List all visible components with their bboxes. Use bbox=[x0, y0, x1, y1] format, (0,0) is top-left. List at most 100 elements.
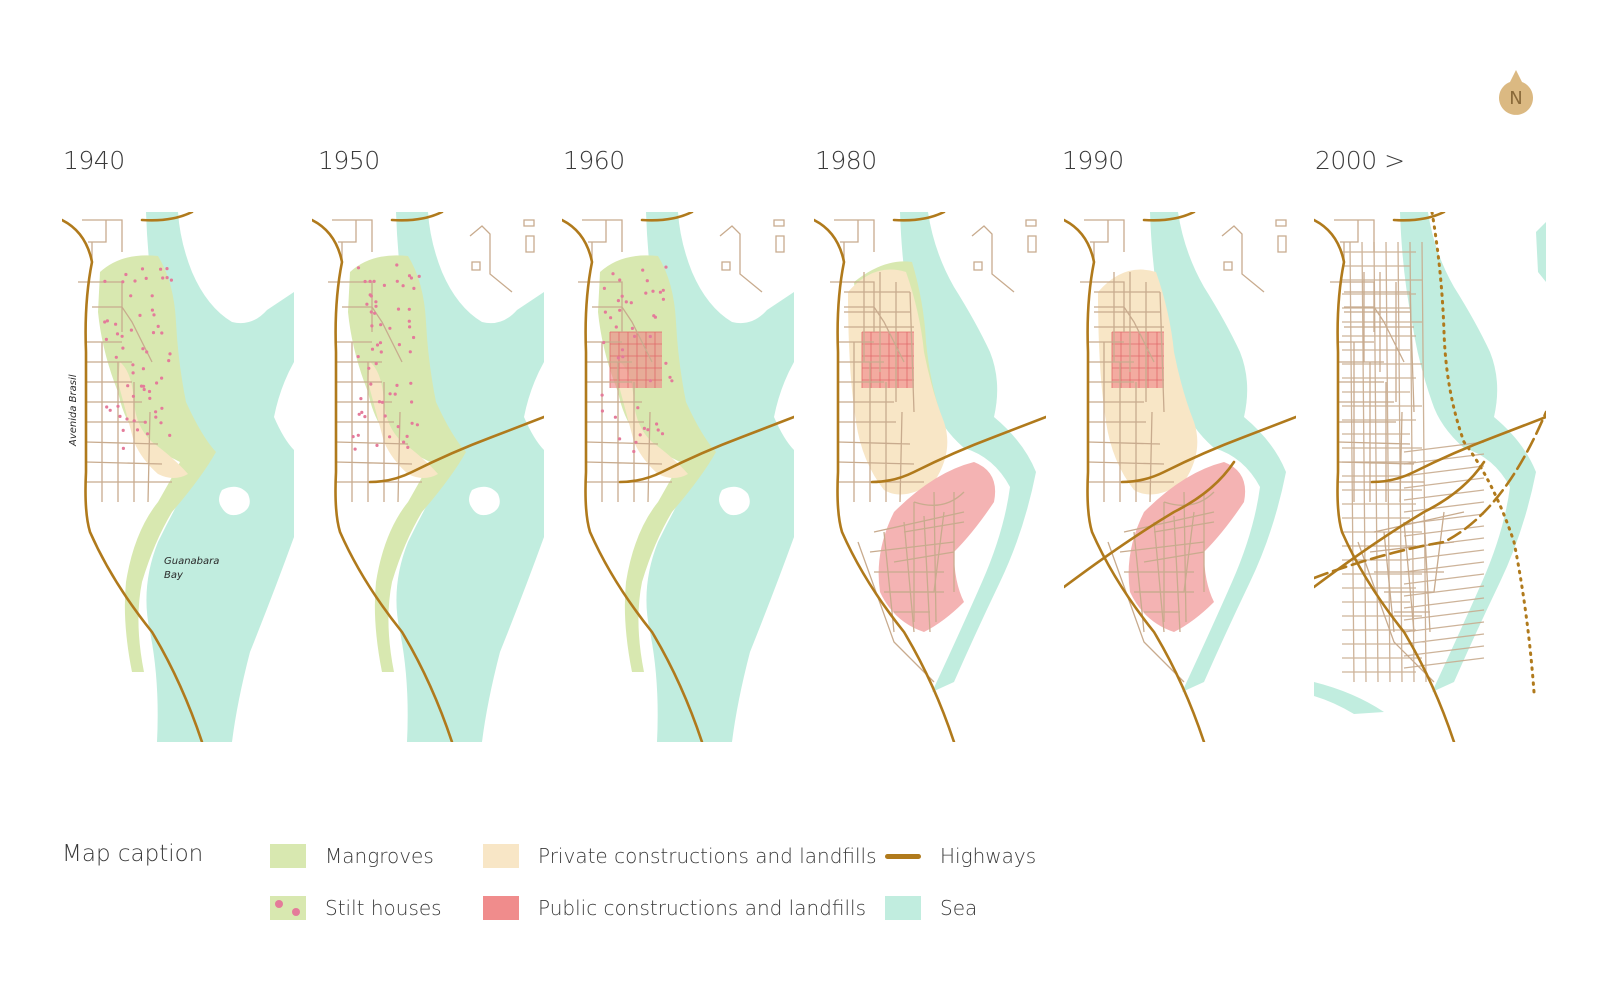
stilt-house bbox=[145, 432, 150, 436]
private-swatch bbox=[483, 844, 519, 868]
stilt-house bbox=[656, 428, 660, 432]
island bbox=[719, 486, 750, 516]
highway bbox=[1392, 212, 1446, 222]
stilt-house bbox=[103, 320, 107, 324]
stilt-house bbox=[103, 279, 107, 283]
stilt-house bbox=[143, 420, 147, 424]
stilt-house bbox=[408, 350, 412, 354]
stilt-house bbox=[616, 299, 620, 303]
street-network bbox=[719, 219, 785, 293]
street-network bbox=[1342, 241, 1485, 683]
stilt-house bbox=[395, 383, 399, 387]
stilt-house bbox=[139, 384, 144, 388]
map-panel-1990 bbox=[1064, 212, 1296, 742]
stilt-house bbox=[633, 334, 637, 338]
legend-item-stilt-houses: Stilt houses bbox=[270, 893, 442, 923]
highway bbox=[1430, 212, 1536, 694]
legend-label: Sea bbox=[940, 896, 978, 920]
stilt-house bbox=[168, 433, 172, 437]
stilt-house bbox=[395, 279, 399, 283]
highway bbox=[1142, 212, 1196, 222]
stilt-house bbox=[353, 447, 357, 451]
stilt-house bbox=[145, 350, 149, 354]
sea-area bbox=[146, 212, 294, 742]
year-title: 1960 bbox=[563, 146, 625, 175]
stilt-house bbox=[632, 449, 636, 454]
legend-label: Private constructions and landfills bbox=[538, 844, 877, 868]
stilt-house bbox=[131, 363, 135, 367]
stilt-house bbox=[396, 425, 400, 429]
legend-item-highways: Highways bbox=[885, 841, 1036, 871]
stilt-house bbox=[388, 326, 392, 330]
street-network bbox=[1357, 511, 1465, 683]
sea-area bbox=[646, 212, 794, 742]
public-construction-area bbox=[878, 462, 996, 632]
stilt-house bbox=[393, 392, 397, 396]
legend-label: Mangroves bbox=[325, 844, 434, 868]
highway bbox=[814, 218, 956, 742]
stilt-house bbox=[372, 279, 376, 283]
stilt-houses bbox=[600, 265, 674, 454]
public-housing-block bbox=[861, 331, 914, 388]
stilt-house bbox=[614, 325, 618, 329]
stilt-house bbox=[641, 268, 645, 272]
street-network bbox=[1107, 511, 1215, 683]
stilt-house bbox=[121, 428, 125, 432]
mangroves-swatch bbox=[270, 844, 306, 868]
stilt-house bbox=[357, 412, 361, 416]
highway bbox=[618, 415, 794, 484]
private-construction-area bbox=[368, 362, 438, 478]
stilt-house bbox=[648, 334, 652, 339]
stilt-house bbox=[374, 300, 378, 304]
street-network bbox=[1221, 219, 1287, 293]
highway bbox=[1120, 415, 1296, 484]
stilt-house bbox=[356, 433, 360, 437]
stilt-house bbox=[131, 371, 135, 375]
stilt-house bbox=[114, 355, 118, 359]
stilt-house bbox=[646, 428, 650, 432]
stilt-house bbox=[161, 276, 165, 280]
stilt-house bbox=[648, 379, 652, 383]
stilt-houses-swatch bbox=[270, 896, 306, 920]
stilt-house bbox=[120, 334, 124, 338]
public-swatch bbox=[483, 896, 519, 920]
stilt-house bbox=[668, 375, 672, 379]
north-label: N bbox=[1509, 88, 1522, 109]
stilt-house bbox=[118, 414, 122, 418]
stilt-house bbox=[121, 446, 125, 450]
avenue-label: Avenida Brasil bbox=[68, 374, 79, 447]
stilt-house bbox=[363, 415, 367, 419]
map-panel-1950 bbox=[312, 212, 544, 742]
island bbox=[219, 486, 250, 516]
north-arrow-icon: N bbox=[1499, 70, 1533, 115]
stilt-house bbox=[129, 328, 133, 332]
stilt-house bbox=[135, 428, 140, 432]
stilt-house bbox=[165, 267, 169, 271]
stilt-house bbox=[148, 396, 152, 400]
highway bbox=[368, 415, 544, 484]
stilt-house bbox=[126, 384, 130, 388]
legend-item-mangroves: Mangroves bbox=[270, 841, 434, 871]
stilt-house bbox=[655, 422, 659, 426]
stilt-house bbox=[125, 417, 129, 421]
stilt-house bbox=[160, 406, 164, 410]
stilt-house bbox=[396, 307, 401, 311]
stilt-house bbox=[159, 421, 163, 425]
stilt-house bbox=[124, 272, 128, 277]
highway bbox=[1314, 218, 1456, 742]
sea-area bbox=[900, 212, 1036, 692]
sea-area bbox=[1400, 212, 1536, 692]
stilt-house bbox=[409, 276, 413, 280]
stilt-house bbox=[407, 274, 412, 278]
stilt-house bbox=[367, 366, 371, 370]
stilt-house bbox=[167, 359, 171, 363]
stilt-house bbox=[406, 445, 410, 449]
island bbox=[469, 486, 500, 516]
stilt-house bbox=[359, 397, 363, 401]
stilt-house bbox=[370, 347, 375, 351]
stilt-house bbox=[108, 408, 112, 412]
stilt-house bbox=[369, 382, 373, 386]
stilt-house bbox=[151, 331, 156, 335]
sea-area bbox=[396, 212, 544, 742]
stilt-house bbox=[405, 434, 409, 438]
